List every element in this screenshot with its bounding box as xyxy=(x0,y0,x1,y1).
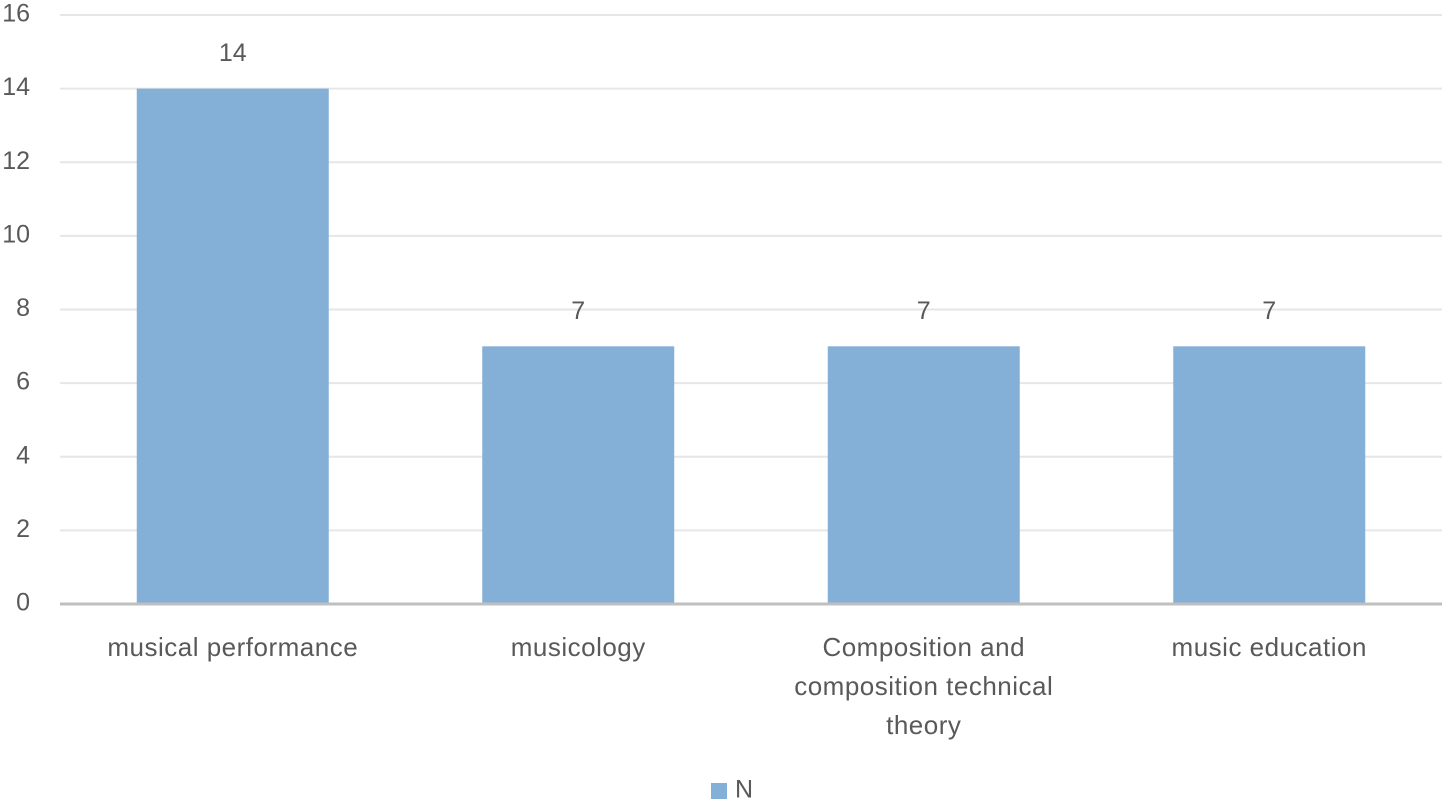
x-tick-label: musicology xyxy=(510,632,646,662)
bar xyxy=(482,346,675,604)
legend-label: N xyxy=(735,776,753,800)
y-tick-label: 4 xyxy=(16,441,30,469)
y-tick-label: 8 xyxy=(16,294,30,322)
y-tick-label: 2 xyxy=(16,515,30,543)
data-label: 7 xyxy=(1262,297,1276,325)
y-tick-label: 12 xyxy=(2,147,30,175)
y-tick-label: 10 xyxy=(2,220,30,248)
x-tick-label: musical performance xyxy=(107,632,359,662)
bar xyxy=(136,88,329,604)
x-tick-label: music education xyxy=(1171,632,1367,662)
bar xyxy=(1173,346,1366,604)
bar xyxy=(827,346,1020,604)
y-tick-label: 6 xyxy=(16,368,30,396)
y-tick-label: 16 xyxy=(2,0,30,28)
data-label: 14 xyxy=(219,39,247,67)
data-label: 7 xyxy=(917,297,931,325)
y-tick-label: 14 xyxy=(2,73,30,101)
data-label: 7 xyxy=(571,297,585,325)
y-tick-label: 0 xyxy=(16,589,30,617)
legend-swatch xyxy=(711,783,727,799)
x-tick-label: Composition and composition technical th… xyxy=(794,632,1054,740)
